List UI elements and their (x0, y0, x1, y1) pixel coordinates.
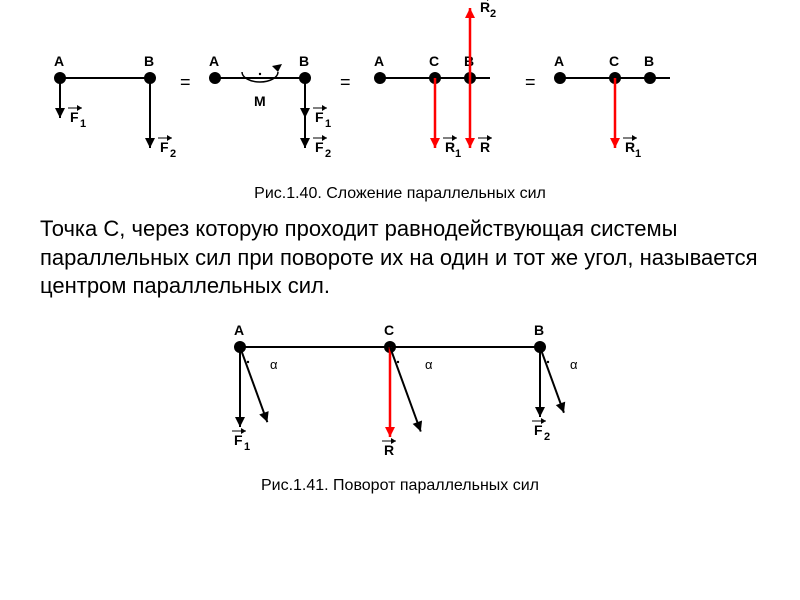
svg-text:F: F (315, 139, 324, 155)
svg-text:F: F (234, 432, 243, 448)
svg-text:=: = (340, 72, 351, 92)
figure-1-41: ACBαF1αRαF2 (0, 317, 800, 477)
svg-text:2: 2 (325, 148, 331, 160)
svg-text:R: R (480, 0, 490, 15)
svg-text:R: R (480, 139, 490, 155)
figure-1-40-svg: ABF1F2ABMF1F2ACBR1RR2ACBR1=== (0, 0, 740, 185)
svg-text:2: 2 (170, 148, 176, 160)
svg-text:B: B (144, 53, 154, 69)
svg-text:R: R (384, 442, 394, 458)
figure-1-41-svg: ACBαF1αRαF2 (200, 317, 600, 477)
svg-text:B: B (644, 53, 654, 69)
svg-text:C: C (609, 53, 619, 69)
svg-text:1: 1 (455, 148, 461, 160)
figure-1-41-caption: Рис.1.41. Поворот параллельных сил (0, 477, 800, 495)
svg-text:α: α (425, 357, 433, 372)
svg-text:=: = (180, 72, 191, 92)
svg-text:α: α (570, 357, 578, 372)
svg-text:1: 1 (244, 441, 250, 453)
main-paragraph: Точка С, через которую проходит равнодей… (40, 215, 760, 301)
svg-text:1: 1 (80, 118, 86, 130)
svg-text:F: F (160, 139, 169, 155)
svg-text:C: C (384, 322, 394, 338)
svg-text:α: α (270, 357, 278, 372)
svg-text:2: 2 (490, 8, 496, 20)
svg-text:A: A (234, 322, 244, 338)
svg-text:R: R (445, 139, 455, 155)
figure-1-40-caption: Рис.1.40. Сложение параллельных сил (0, 185, 800, 203)
svg-text:1: 1 (325, 118, 331, 130)
svg-text:A: A (554, 53, 564, 69)
svg-text:R: R (625, 139, 635, 155)
svg-text:F: F (534, 422, 543, 438)
svg-text:F: F (70, 109, 79, 125)
svg-text:B: B (534, 322, 544, 338)
svg-text:1: 1 (635, 148, 641, 160)
svg-text:A: A (54, 53, 64, 69)
svg-text:M: M (254, 93, 266, 109)
svg-text:2: 2 (544, 431, 550, 443)
svg-text:B: B (299, 53, 309, 69)
svg-text:A: A (209, 53, 219, 69)
svg-text:A: A (374, 53, 384, 69)
svg-text:C: C (429, 53, 439, 69)
svg-text:F: F (315, 109, 324, 125)
figure-1-40: ABF1F2ABMF1F2ACBR1RR2ACBR1=== (0, 0, 800, 185)
svg-text:=: = (525, 72, 536, 92)
